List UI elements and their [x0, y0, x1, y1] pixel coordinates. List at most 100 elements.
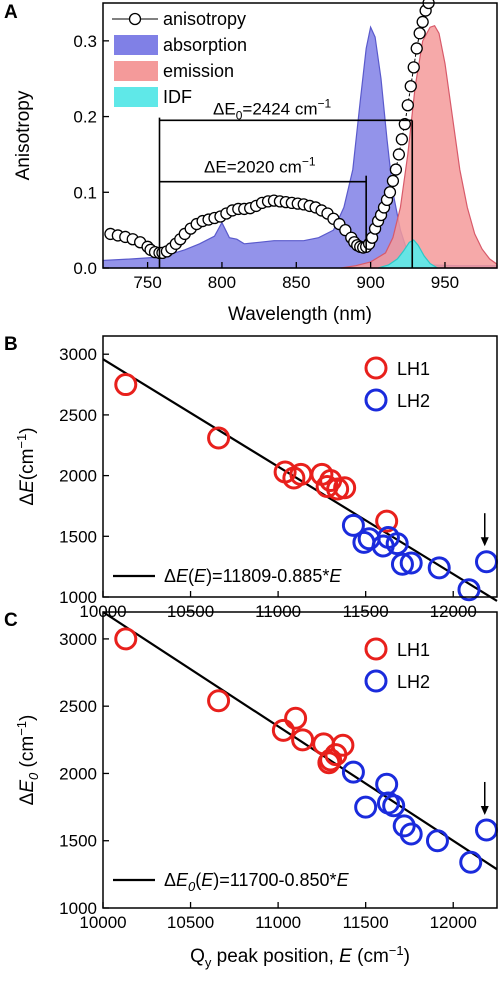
legend-idf-label: IDF [163, 87, 192, 107]
anisotropy-point [407, 61, 420, 74]
a-y-tick-label: 0.3 [73, 32, 97, 51]
delta-e-label: ΔE=2020 cm−1 [204, 155, 316, 177]
legend-lh2-marker [364, 669, 388, 693]
panel-label: C [4, 610, 18, 631]
lh2-point [341, 760, 365, 784]
b-y-tick-label: 1000 [59, 588, 97, 607]
legend-a: anisotropy absorption emission IDF [112, 9, 247, 107]
lh1-point [114, 627, 138, 651]
lh2-point [385, 532, 409, 556]
lh1-point [207, 689, 231, 713]
panel-c: C LH1 LH2 ΔE0(E)=11700-0.850*E 10000 10500 110… [4, 610, 498, 970]
legend-fit-label: ΔE(E)=11809-0.885*E [164, 566, 342, 586]
anisotropy-point [392, 148, 406, 161]
arrow-head-b [480, 537, 489, 547]
legend-lh1-marker [364, 637, 388, 661]
lh1-point [291, 728, 315, 752]
x-axis-label-a: Wavelength (nm) [228, 304, 372, 325]
lh2-point [425, 829, 449, 853]
anisotropy-point [410, 42, 423, 55]
lh2-point [427, 556, 451, 580]
c-x-tick-label: 11500 [343, 913, 389, 932]
anisotropy-point [422, 0, 435, 10]
plot-frame-a [102, 2, 498, 269]
a-x-tick-label: 900 [356, 273, 384, 292]
lh2-point [399, 822, 423, 846]
anisotropy-point [389, 163, 403, 176]
legend-anisotropy-marker [128, 12, 142, 26]
b-y-tick-label: 2000 [59, 467, 97, 486]
legend-b: LH1 LH2 ΔE(E)=11809-0.885*E [113, 356, 430, 586]
x-axis-label-c: Qy peak position, E (cm−1) [190, 943, 410, 970]
delta-e0-label: ΔE0=2424 cm−1 [213, 96, 332, 122]
fit-line-b [102, 358, 498, 602]
lh2-point [459, 850, 483, 874]
anisotropy-point [398, 117, 411, 131]
arrow-head-c [480, 805, 489, 815]
a-x-tick-label: 750 [133, 273, 161, 292]
b-y-tick-label: 2500 [59, 406, 97, 425]
a-x-tick-label: 950 [431, 273, 459, 292]
panel-label: A [4, 2, 18, 23]
c-y-tick-label: 2000 [59, 764, 97, 783]
lh2-point [382, 794, 406, 818]
c-x-tick-label: 12000 [430, 913, 477, 932]
c-y-tick-label: 1000 [59, 899, 97, 918]
lh1-point [375, 509, 399, 533]
lh1-point [271, 718, 295, 742]
legend-absorption-swatch [114, 35, 158, 55]
legend-idf-swatch [114, 87, 158, 107]
y-axis-label-a: Anisotropy [13, 90, 34, 180]
fit-line-c [102, 611, 498, 871]
lh2-point [375, 772, 399, 796]
legend-lh1-label: LH1 [397, 359, 430, 379]
plot-frame-c [102, 611, 498, 909]
lh2-point [457, 578, 481, 602]
legend-lh2-label: LH2 [397, 672, 430, 692]
legend-emission-swatch [114, 61, 158, 81]
b-y-tick-label: 3000 [59, 345, 97, 364]
legend-lh1-marker [364, 356, 388, 380]
lh2-point [390, 552, 414, 576]
anisotropy-point [401, 99, 414, 112]
b-y-tick-label: 1500 [59, 527, 97, 546]
lh1-point [319, 748, 343, 772]
legend-fit-label: ΔE0(E)=11700-0.850*E [164, 870, 350, 894]
plot-frame-b [102, 335, 498, 598]
anisotropy-point [395, 133, 408, 146]
c-x-tick-label: 11000 [255, 913, 301, 932]
lh2-point [474, 818, 498, 842]
lh2-point [341, 513, 365, 537]
legend-anisotropy-label: anisotropy [163, 9, 246, 29]
y-axis-label-c: ΔE0 (cm−1) [14, 715, 41, 806]
c-y-tick-label: 1500 [59, 832, 97, 851]
legend-lh1-label: LH1 [397, 640, 430, 660]
c-y-tick-label: 2500 [59, 697, 97, 716]
a-y-tick-label: 0.0 [73, 259, 97, 278]
lh1-point [331, 733, 355, 757]
panel-label: B [4, 334, 18, 355]
anisotropy-point [413, 27, 426, 40]
lh2-point [474, 550, 498, 574]
legend-absorption-label: absorption [163, 35, 247, 55]
lh1-point [333, 476, 357, 500]
c-x-tick-label: 10000 [79, 913, 126, 932]
emission-area [340, 24, 498, 269]
c-y-tick-label: 3000 [59, 630, 97, 649]
legend-lh2-marker [364, 388, 388, 412]
anisotropy-point [386, 174, 400, 188]
a-x-tick-label: 800 [208, 273, 236, 292]
anisotropy-point [416, 15, 429, 29]
legend-c: LH1 LH2 ΔE0(E)=11700-0.850*E [113, 637, 430, 894]
anisotropy-point [383, 186, 397, 199]
lh2-point [354, 795, 378, 819]
a-x-tick-label: 850 [282, 273, 310, 292]
y-axis-label-b: ΔE(cm−1) [14, 427, 38, 505]
a-y-tick-label: 0.2 [73, 108, 97, 127]
lh2-point [399, 551, 423, 575]
lh1-point [284, 706, 308, 730]
legend-emission-label: emission [163, 61, 234, 81]
c-x-tick-label: 10500 [167, 913, 214, 932]
